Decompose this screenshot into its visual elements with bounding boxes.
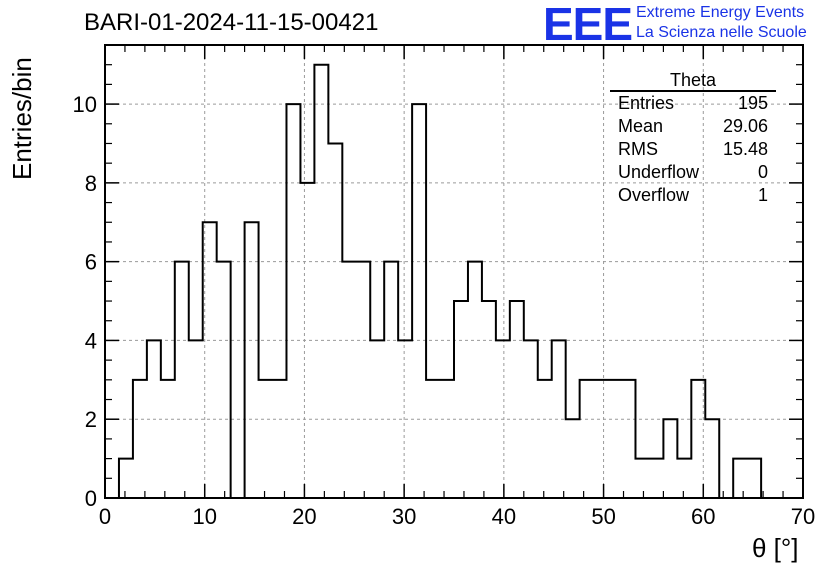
stats-title: Theta xyxy=(610,70,776,92)
y-tick-label: 2 xyxy=(85,407,97,432)
x-tick-label: 70 xyxy=(791,504,815,529)
histogram-bin xyxy=(133,380,147,498)
x-tick-label: 10 xyxy=(192,504,216,529)
histogram-bin xyxy=(245,222,259,498)
stats-value: 15.48 xyxy=(722,139,768,159)
x-tick-label: 50 xyxy=(591,504,615,529)
histogram-bin xyxy=(566,419,580,498)
histogram-bin xyxy=(747,459,761,498)
histogram-bin xyxy=(608,380,622,498)
histogram-bin xyxy=(356,262,370,498)
x-tick-label: 40 xyxy=(492,504,516,529)
histogram-bin xyxy=(482,301,496,498)
stats-label: Mean xyxy=(618,116,664,136)
histogram-bin xyxy=(524,340,538,498)
histogram-bin xyxy=(342,262,356,498)
histogram-bin xyxy=(677,459,691,498)
stats-value: 29.06 xyxy=(722,116,768,136)
histogram-bin xyxy=(384,262,398,498)
histogram-bin xyxy=(412,104,426,498)
histogram-outline xyxy=(117,63,776,499)
histogram-bin xyxy=(622,380,636,498)
eee-logo-line1: Extreme Energy Events xyxy=(636,4,805,21)
plot-title: BARI-01-2024-11-15-00421 xyxy=(84,9,379,36)
stats-box: Theta Entries 195 Mean 29.06 RMS 15.48 U… xyxy=(610,70,776,207)
histogram-bin xyxy=(398,340,412,498)
histogram-bin xyxy=(691,380,705,498)
histogram-bin xyxy=(663,419,677,498)
histogram-bin xyxy=(161,380,175,498)
histogram-bin xyxy=(538,380,552,498)
y-tick-label: 4 xyxy=(85,328,97,353)
stats-label: RMS xyxy=(618,139,658,159)
stats-row-rms: RMS 15.48 xyxy=(610,138,776,161)
histogram-bin xyxy=(370,340,384,498)
stats-row-underflow: Underflow 0 xyxy=(610,161,776,184)
histogram-bin xyxy=(705,419,719,498)
stats-value: 195 xyxy=(737,93,768,113)
histogram-bin xyxy=(175,262,189,498)
stats-value: 0 xyxy=(757,162,768,182)
histogram-bin xyxy=(426,380,440,498)
stats-row-mean: Mean 29.06 xyxy=(610,115,776,138)
histogram-bin xyxy=(259,380,273,498)
histogram-bin xyxy=(328,143,342,498)
histogram-bin xyxy=(733,459,747,498)
histogram-bin xyxy=(119,459,133,498)
stats-label: Overflow xyxy=(618,185,690,205)
histogram-bin xyxy=(314,65,328,498)
histogram-bin xyxy=(217,262,231,498)
x-tick-label: 30 xyxy=(392,504,416,529)
histogram-bin xyxy=(580,380,594,498)
eee-logo: EEE xyxy=(543,0,633,50)
plot-frame xyxy=(104,44,804,499)
histogram-bin xyxy=(203,222,217,498)
histogram-bin xyxy=(468,262,482,498)
y-axis-label: Entries/bin xyxy=(7,57,37,180)
histogram-bin xyxy=(635,459,649,498)
histogram-bin xyxy=(454,301,468,498)
stats-label: Entries xyxy=(618,93,675,113)
stats-value: 1 xyxy=(757,185,768,205)
histogram-bin xyxy=(286,104,300,498)
eee-logo-line2: La Scienza nelle Scuole xyxy=(636,24,807,41)
histogram-bin xyxy=(189,340,203,498)
stats-row-overflow: Overflow 1 xyxy=(610,184,776,207)
histogram-bin xyxy=(552,340,566,498)
axis-ticks xyxy=(104,44,804,499)
histogram-bin xyxy=(440,380,454,498)
y-tick-label: 6 xyxy=(85,250,97,275)
y-tick-label: 10 xyxy=(73,92,97,117)
x-tick-label: 60 xyxy=(691,504,715,529)
histogram-bin xyxy=(147,340,161,498)
stats-row-entries: Entries 195 xyxy=(610,92,776,115)
x-axis-label: θ [°] xyxy=(752,533,799,563)
histogram-bin xyxy=(510,301,524,498)
stats-label: Underflow xyxy=(618,162,700,182)
histogram-series xyxy=(117,63,776,499)
x-tick-label: 0 xyxy=(99,504,111,529)
y-tick-label: 0 xyxy=(85,486,97,511)
histogram-bin xyxy=(649,459,663,498)
histogram-bin xyxy=(273,380,287,498)
x-tick-label: 20 xyxy=(292,504,316,529)
y-tick-label: 8 xyxy=(85,171,97,196)
histogram-bin xyxy=(300,183,314,498)
histogram-bin xyxy=(496,340,510,498)
histogram-bin xyxy=(594,380,608,498)
